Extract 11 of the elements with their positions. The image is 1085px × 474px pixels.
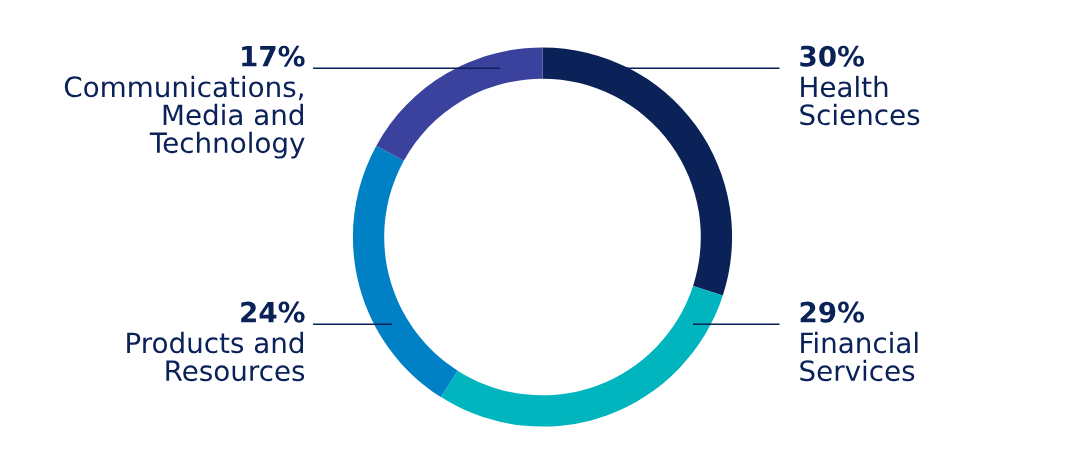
donut-slice [352,145,458,398]
slice-label: Communications, Media and Technology [64,75,305,159]
donut-slice [376,47,543,161]
data-label: 17% [242,45,305,67]
slice-label: Financial Services [800,331,918,382]
donut-slice [440,285,723,427]
data-label: 30% [800,45,865,67]
slice-label: Products and Resources [127,331,305,382]
data-label: 29% [800,301,865,323]
data-label: 24% [241,301,305,323]
slice-label: Health Sciences [800,75,920,126]
